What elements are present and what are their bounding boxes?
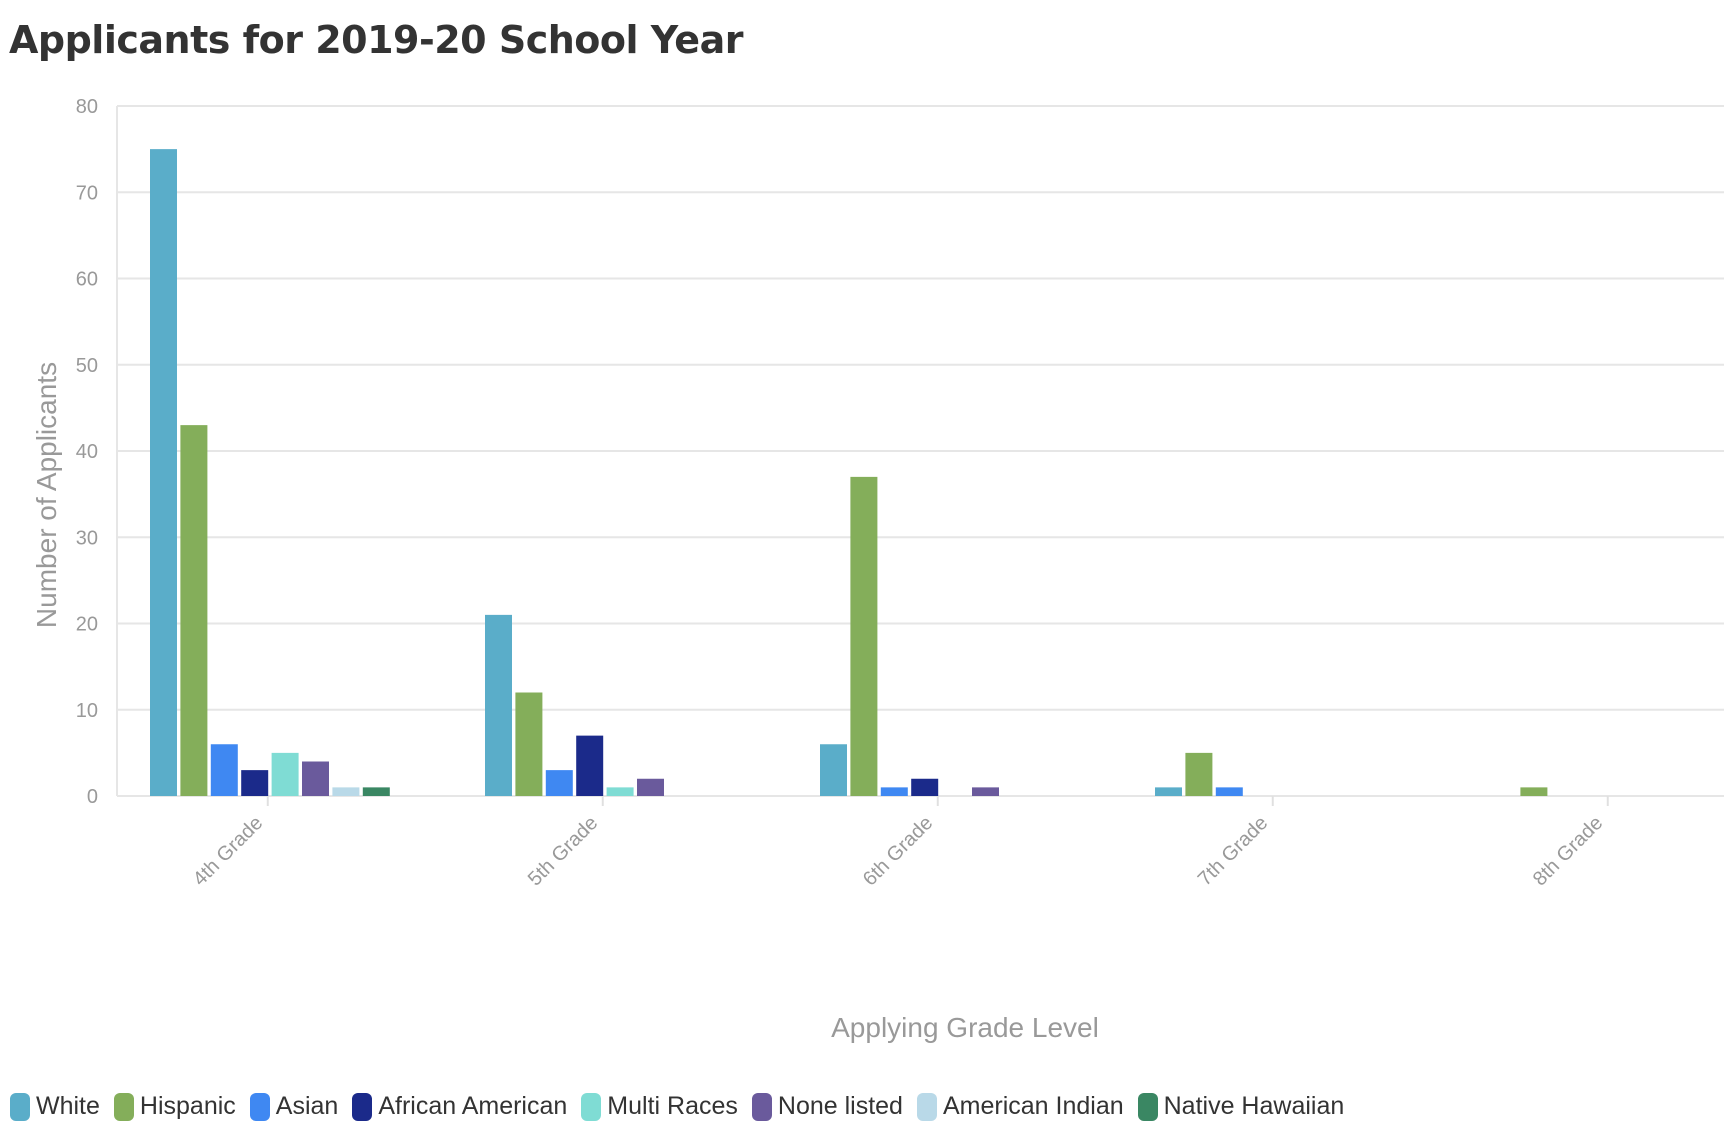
x-axis-title: Applying Grade Level [831,1012,1099,1043]
legend-item-hispanic[interactable]: Hispanic [113,1092,236,1121]
bar-hispanic-6th-grade[interactable]: Hispanic: 37 [850,476,878,796]
bar-asian-5th-grade[interactable]: Asian: 3 [545,770,573,796]
legend-item-african-american[interactable]: African American [352,1092,567,1121]
bar-none-listed-4th-grade[interactable]: None listed: 4 [302,761,329,797]
y-tick-label: 40 [76,441,98,463]
legend-label: White [36,1092,100,1120]
bar-hispanic-7th-grade[interactable]: Hispanic: 5 [1185,752,1213,796]
legend-label: None listed [777,1092,903,1120]
legend-label: Hispanic [139,1092,236,1120]
legend-swatch [249,1092,270,1121]
legend-label: Asian [275,1092,339,1120]
bar-asian-6th-grade[interactable]: Asian: 1 [880,787,908,796]
x-tick-label: 4th Grade [189,812,267,890]
legend-swatch [581,1092,602,1121]
bar-asian-4th-grade[interactable]: Asian: 6 [210,744,238,796]
legend-label: African American [378,1092,568,1120]
y-tick-label: 0 [87,786,98,808]
legend-swatch [10,1092,30,1121]
legend-swatch [751,1092,772,1121]
legend-item-none-listed[interactable]: None listed [751,1092,903,1121]
bar-none-listed-6th-grade[interactable]: None listed: 1 [972,787,999,796]
legend-swatch [916,1092,937,1121]
bar-hispanic-5th-grade[interactable]: Hispanic: 12 [515,692,543,797]
bar-white-4th-grade[interactable]: White: 75 [150,149,177,796]
x-tick-label: 6th Grade [859,812,937,890]
bar-african-american-4th-grade[interactable]: African American: 3 [241,770,269,796]
bar-multi-races-5th-grade[interactable]: Multi Races: 1 [606,787,634,796]
x-axis-ticks: 4th Grade 5th Grade 6th Grade 7th Grade 8th … [189,796,1609,890]
bar-native-hawaiian-4th-grade[interactable]: Native Hawaiian: 1 [362,787,390,796]
bar-white-5th-grade[interactable]: White: 21 [485,614,512,796]
bar-african-american-5th-grade[interactable]: African American: 7 [576,735,604,796]
chart-title: Applicants for 2019-20 School Year [9,18,743,62]
bars: White: 75Hispanic: 43Asian: 6African Ame… [150,149,1548,797]
y-tick-label: 20 [76,614,98,636]
x-tick-label: 8th Grade [1529,812,1607,890]
legend-label: Multi Races [607,1092,738,1120]
bar-white-7th-grade[interactable]: White: 1 [1155,787,1182,796]
bar-hispanic-4th-grade[interactable]: Hispanic: 43 [180,425,208,796]
y-tick-label: 50 [76,355,98,377]
bar-hispanic-8th-grade[interactable]: Hispanic: 1 [1520,787,1548,796]
legend-swatch [1137,1092,1158,1121]
bar-white-6th-grade[interactable]: White: 6 [820,744,847,796]
gridlines [116,105,1724,797]
legend: White Hispanic Asian African American Multi … [10,1092,1358,1121]
y-tick-label: 10 [76,700,98,722]
x-tick-label: 5th Grade [524,812,602,890]
chart-plot: 0 10 20 30 40 50 60 70 80 4th Grade 5th Grade 6th … [31,96,1724,1043]
y-axis-ticks: 0 10 20 30 40 50 60 70 80 [76,96,98,808]
legend-swatch [352,1092,373,1121]
legend-item-american-indian[interactable]: American Indian [916,1092,1124,1121]
bar-multi-races-4th-grade[interactable]: Multi Races: 5 [271,752,299,796]
legend-item-white[interactable]: White [10,1092,100,1121]
y-tick-label: 70 [76,182,98,204]
legend-label: Native Hawaiian [1163,1092,1345,1120]
bar-none-listed-5th-grade[interactable]: None listed: 2 [637,778,664,796]
legend-item-asian[interactable]: Asian [249,1092,339,1121]
bar-african-american-6th-grade[interactable]: African American: 2 [911,778,939,796]
y-tick-label: 30 [76,527,98,549]
y-axis-title: Number of Applicants [31,362,62,628]
legend-swatch [113,1092,134,1121]
legend-item-native-hawaiian[interactable]: Native Hawaiian [1137,1092,1345,1121]
bar-american-indian-4th-grade[interactable]: American Indian: 1 [332,787,360,796]
bar-asian-7th-grade[interactable]: Asian: 1 [1215,787,1243,796]
legend-item-multi-races[interactable]: Multi Races [581,1092,738,1121]
legend-label: American Indian [942,1092,1124,1120]
y-tick-label: 80 [76,96,98,118]
x-tick-label: 7th Grade [1194,812,1272,890]
y-tick-label: 60 [76,269,98,291]
